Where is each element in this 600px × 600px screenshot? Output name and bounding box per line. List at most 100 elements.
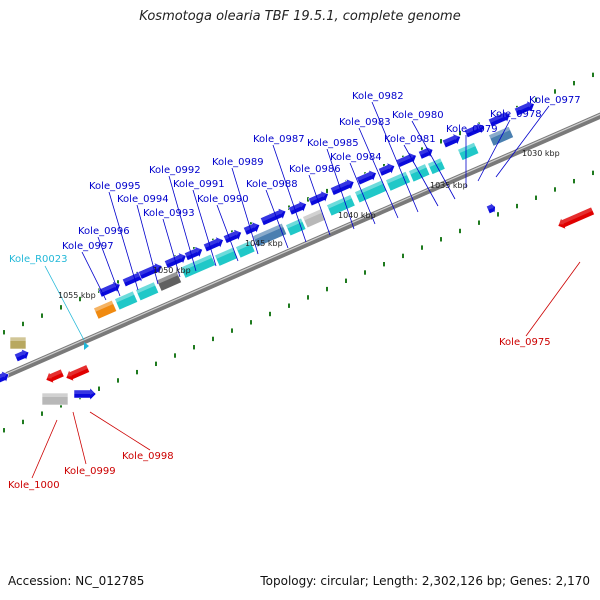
cog-box [41, 392, 69, 406]
cog-box [180, 253, 217, 279]
forward-gene-arrow [514, 100, 535, 117]
reverse-gene-arrow [65, 364, 90, 382]
forward-gene-arrow [308, 190, 329, 207]
cog-box [385, 170, 411, 192]
leader-line [349, 162, 376, 225]
gene-label-reverse: Kole_0998 [122, 451, 174, 462]
genome-summary-text: Topology: circular; Length: 2,302,126 bp… [260, 574, 590, 588]
leader-line [97, 236, 121, 297]
reverse-gene-arrow [45, 368, 65, 384]
gene-label-forward: Kole_0983 [339, 117, 391, 128]
leader-line [108, 191, 139, 291]
leader-line [31, 419, 58, 479]
leader-line [231, 167, 259, 255]
cog-box [156, 271, 182, 292]
leader-line [168, 175, 197, 272]
leader-line [495, 105, 550, 178]
cog-box [114, 290, 139, 311]
forward-gene-arrow [464, 122, 485, 138]
backbone-highlight [0, 113, 600, 378]
leader-line [81, 251, 107, 301]
forward-gene-arrow [356, 169, 377, 186]
label-leader-lines [31, 101, 581, 479]
cog-box [235, 240, 256, 259]
leader-line [44, 265, 85, 341]
gene-label-reverse: Kole_1000 [8, 480, 60, 491]
gene-label-forward: Kole_0997 [62, 241, 114, 252]
tick-label: 1045 kbp [245, 239, 283, 248]
gene-label-reverse: Kole_0975 [499, 337, 551, 348]
gene-label-forward: Kole_0989 [212, 157, 264, 168]
genome-backbone [0, 112, 600, 382]
gene-label-forward: Kole_0986 [289, 164, 341, 175]
cog-box [252, 222, 288, 248]
gene-label-forward: Kole_0980 [392, 110, 444, 121]
leader-line [371, 101, 419, 213]
map-title: Kosmotoga olearia TBF 19.5.1, complete g… [139, 9, 461, 24]
gene-label-forward: Kole_0984 [330, 152, 382, 163]
cog-box [326, 194, 356, 217]
gene-label-forward: Kole_0987 [253, 134, 305, 145]
gene-label-forward: Kole_0981 [384, 134, 436, 145]
tick-label: 1030 kbp [522, 149, 560, 158]
forward-gene-arrow [330, 178, 355, 196]
gene-label-forward: Kole_0992 [149, 165, 201, 176]
leader-line [162, 218, 181, 278]
accession-text: Accession: NC_012785 [8, 574, 145, 588]
forward-gene-arrow [73, 387, 97, 401]
gene-label-forward: Kole_0979 [446, 124, 498, 135]
rna-marker [84, 342, 89, 350]
leader-line [265, 189, 289, 249]
leader-line [326, 148, 355, 230]
gene-label-forward: Kole_0994 [117, 194, 169, 205]
leader-line [403, 144, 439, 207]
reverse-gene-arrow [557, 206, 595, 230]
rna-label: Kole_R0023 [9, 254, 68, 265]
gene-label-forward: Kole_0990 [197, 194, 249, 205]
gene-label-forward: Kole_0993 [143, 208, 195, 219]
leader-line [411, 120, 456, 200]
leader-line [272, 144, 307, 243]
cog-box [457, 141, 480, 161]
tick-label: 1050 kbp [153, 266, 191, 275]
tick-label: 1040 kbp [338, 211, 376, 220]
forward-gene-arrow [260, 207, 287, 226]
backbone-line [0, 112, 600, 382]
forward-gene-arrow [486, 202, 496, 214]
gene-label-forward: Kole_0985 [307, 138, 359, 149]
forward-gene-arrow [488, 110, 511, 128]
cog-box [93, 299, 118, 320]
leader-line [358, 127, 399, 219]
cog-box [427, 157, 446, 175]
leader-line [192, 189, 217, 267]
cog-box [302, 208, 327, 229]
forward-gene-arrow [0, 370, 10, 384]
leader-line [525, 261, 581, 337]
tick-label: 1035 kbp [430, 181, 468, 190]
gene-label-forward: Kole_0996 [78, 226, 130, 237]
tick-label: 1055 kbp [58, 291, 96, 300]
gene-label-forward: Kole_0982 [352, 91, 404, 102]
cog-box [135, 281, 160, 302]
leader-line [136, 204, 159, 285]
forward-gene-arrow [288, 200, 307, 216]
forward-gene-arrow [138, 262, 163, 280]
forward-gene-arrow [14, 348, 30, 362]
leader-line [477, 119, 511, 182]
gene-labels: Kole_0997 Kole_0996 Kole_0995 Kole_0994 Kole… [8, 91, 581, 491]
tick-labels: 1055 kbp 1050 kbp 1045 kbp 1040 kbp 1035 kbp… [58, 149, 560, 300]
gene-label-forward: Kole_0978 [490, 109, 542, 120]
tick-tracks [3, 72, 594, 433]
gene-label-forward: Kole_0977 [529, 95, 581, 106]
cog-box [9, 336, 27, 350]
forward-gene-arrow [203, 236, 224, 253]
forward-gene-arrow [418, 146, 434, 160]
leader-line [216, 204, 239, 262]
forward-gene-arrow [442, 133, 461, 149]
leader-line [72, 411, 87, 465]
forward-gene-arrow [223, 228, 242, 244]
gene-label-forward: Kole_0988 [246, 179, 298, 190]
gene-label-forward: Kole_0991 [173, 179, 225, 190]
leader-line [89, 411, 151, 451]
